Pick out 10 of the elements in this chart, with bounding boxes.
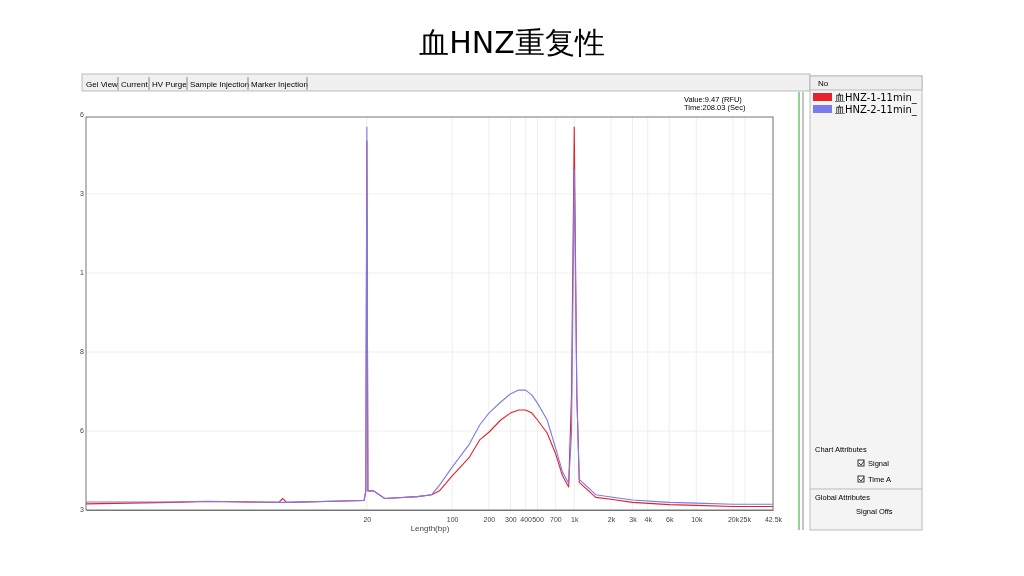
text: HV Purge	[152, 80, 188, 89]
text: Sample Injection	[190, 80, 250, 89]
text: Current	[121, 80, 149, 89]
legend-label: 血HNZ-1-11min_	[835, 92, 918, 104]
text: No	[818, 79, 829, 88]
legend-label: 血HNZ-2-11min_	[835, 104, 918, 116]
text: Gel View	[86, 80, 119, 89]
text: Marker Injection	[251, 80, 308, 89]
x-axis-title: Length(bp)	[410, 524, 450, 533]
chart-title: 血HNZ重复性	[419, 25, 605, 60]
